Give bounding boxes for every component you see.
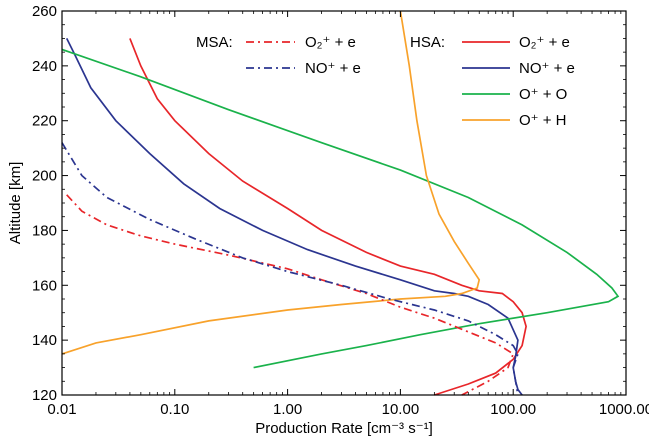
series-line-msa-4 (66, 194, 515, 396)
y-tick-label: 120 (32, 387, 57, 404)
series-line-hsa-2 (61, 48, 620, 369)
y-tick-label: 160 (32, 277, 57, 294)
y-tick-label: 140 (32, 332, 57, 349)
legend-label-hsa-2: O⁺ + O (519, 86, 567, 103)
y-tick-label: 200 (32, 168, 57, 185)
x-tick-label: 10.00 (382, 401, 420, 418)
y-tick-label: 240 (32, 58, 57, 75)
legend-label-hsa-1: NO⁺ + e (519, 60, 575, 77)
x-tick-label: 0.10 (160, 401, 189, 418)
ticks-layer: 0.01 0.10 1.00 10.00 100.00 1000.00 120 140 160 1… (32, 3, 649, 418)
legend-title-msa: MSA: (196, 34, 233, 51)
x-tick-label: 1.00 (273, 401, 302, 418)
series-line-msa-5 (61, 142, 519, 396)
series-layer (61, 10, 620, 396)
legend-label-msa-0: O₂⁺ + e (305, 34, 356, 51)
y-axis-label: Altitude [km] (7, 162, 24, 245)
y-tick-label: 220 (32, 113, 57, 130)
legend-title-hsa: HSA: (410, 34, 445, 51)
x-tick-label: 1000.00 (599, 401, 649, 418)
legend-label-hsa-0: O₂⁺ + e (519, 34, 570, 51)
legend-label-msa-1: NO⁺ + e (305, 60, 361, 77)
x-tick-label: 100.00 (490, 401, 536, 418)
legend: MSA: O₂⁺ + e NO⁺ + e HSA: O₂⁺ + e NO⁺ + e O⁺ +… (196, 34, 575, 129)
series-line-hsa-0 (129, 38, 527, 396)
y-tick-label: 260 (32, 3, 57, 20)
x-axis-label: Production Rate [cm⁻³ s⁻¹] (255, 420, 433, 437)
series-line-hsa-1 (65, 38, 523, 396)
x-tick-label: 0.01 (47, 401, 76, 418)
legend-label-hsa-3: O⁺ + H (519, 112, 567, 129)
series-line-hsa-3 (61, 10, 481, 355)
y-tick-label: 180 (32, 222, 57, 239)
